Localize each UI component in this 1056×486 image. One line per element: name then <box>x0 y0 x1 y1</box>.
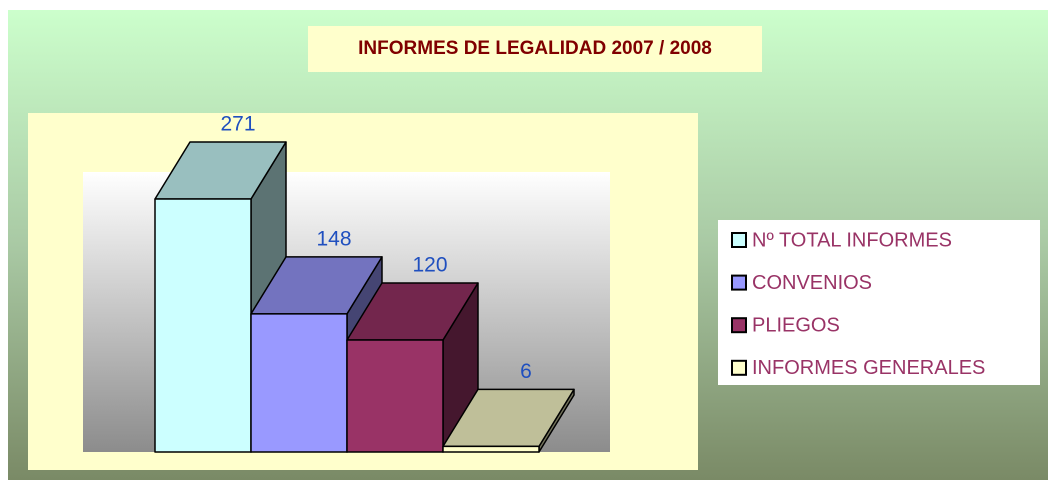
legend-swatch <box>731 274 747 291</box>
bar-front <box>442 445 540 453</box>
chart-title: INFORMES DE LEGALIDAD 2007 / 2008 <box>358 38 712 59</box>
title-box <box>308 26 762 72</box>
value-label: 120 <box>412 254 447 277</box>
legend-label: CONVENIOS <box>752 272 872 294</box>
legend-swatch <box>731 317 747 334</box>
legend-label: Nº TOTAL INFORMES <box>752 229 952 251</box>
bar-front <box>250 313 348 453</box>
legend-swatch <box>731 232 747 248</box>
legend-label: PLIEGOS <box>752 314 840 336</box>
bar-front <box>346 339 444 453</box>
legend-swatch <box>731 359 747 376</box>
value-label: 6 <box>520 360 532 383</box>
bar-front <box>154 198 252 453</box>
value-label: 148 <box>316 227 351 250</box>
legend-label: INFORMES GENERALES <box>752 357 985 379</box>
legend <box>718 220 1040 385</box>
value-label: 271 <box>220 113 255 136</box>
